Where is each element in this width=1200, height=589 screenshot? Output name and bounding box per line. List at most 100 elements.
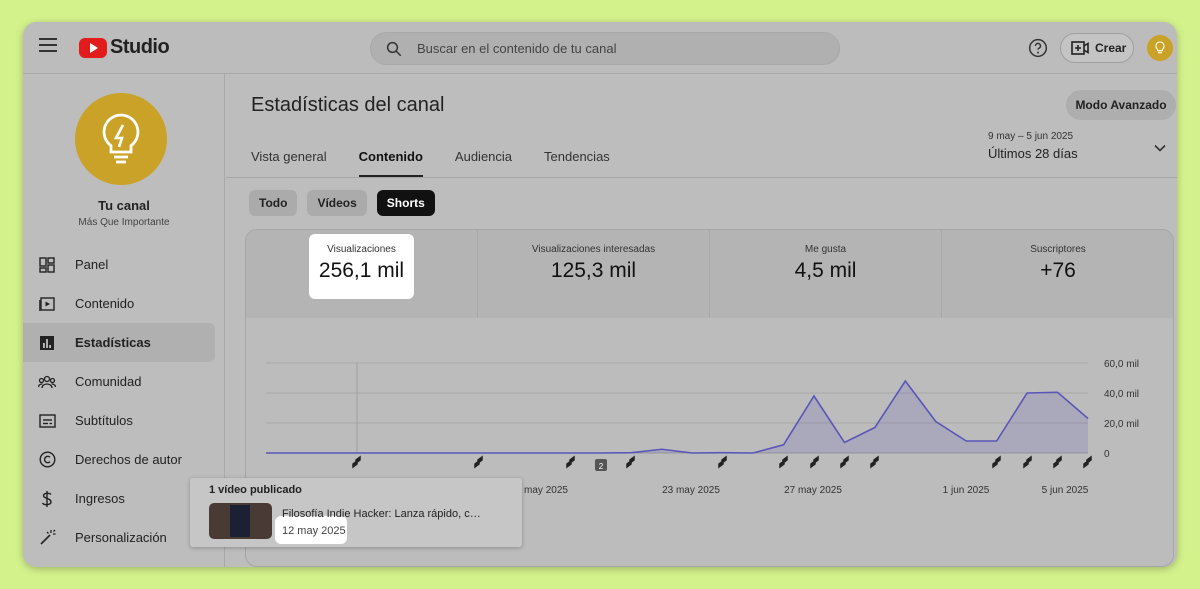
shorts-upload-icon (1053, 455, 1062, 469)
series-line (266, 379, 1089, 454)
tab-bar: Vista general Contenido Audiencia Tenden… (251, 147, 642, 177)
create-video-icon (1071, 41, 1089, 55)
y-tick-label: 0 (1104, 449, 1110, 460)
sidebar-nav: Panel Contenido Estadísticas Comunidad (23, 245, 225, 557)
search-icon[interactable] (385, 40, 403, 58)
shorts-upload-icon (474, 455, 483, 469)
views-chart[interactable]: 60,0 mil 40,0 mil 20,0 mil 0 2 may 2025 23 may… (246, 318, 1174, 567)
logo-text: Studio (110, 36, 170, 58)
tab-tendencias[interactable]: Tendencias (544, 149, 610, 164)
sidebar-item-label: Subtítulos (75, 413, 133, 428)
channel-name: Tu canal (98, 198, 150, 213)
filter-videos[interactable]: Vídeos (307, 190, 367, 216)
sidebar-item-contenido[interactable]: Contenido (23, 284, 215, 323)
upload-count-badge (595, 459, 607, 471)
y-tick-label: 60,0 mil (1104, 359, 1139, 370)
lightbulb-icon (102, 113, 140, 164)
tab-vista-general[interactable]: Vista general (251, 149, 327, 164)
area-fill (266, 381, 1088, 453)
x-tick-label: 5 jun 2025 (1042, 485, 1089, 496)
tabs-divider (226, 177, 1177, 178)
x-tick-label: 23 may 2025 (662, 485, 720, 496)
shorts-upload-icon (1023, 455, 1032, 469)
sidebar-item-derechos[interactable]: Derechos de autor (23, 440, 215, 479)
sidebar-item-label: Derechos de autor (75, 452, 182, 467)
metric-label: Visualizaciones interesadas (531, 244, 656, 255)
sidebar-item-estadisticas[interactable]: Estadísticas (23, 323, 215, 362)
upload-count-label: 2 (599, 462, 604, 471)
metric-value: 4,5 mil (794, 259, 857, 282)
sidebar-item-comunidad[interactable]: Comunidad (23, 362, 215, 401)
advanced-mode-button[interactable]: Modo Avanzado (1066, 90, 1176, 120)
studio-window: Studio Crear (23, 22, 1177, 567)
thumbnail-image (230, 505, 250, 537)
sidebar-item-personalizacion[interactable]: Personalización (23, 518, 215, 557)
analytics-icon (38, 334, 56, 352)
menu-icon[interactable] (39, 38, 57, 52)
content-icon (38, 295, 56, 313)
sidebar-item-label: Contenido (75, 296, 135, 311)
filter-todo[interactable]: Todo (249, 190, 298, 216)
date-range-selector[interactable]: 9 may – 5 jun 2025 Últimos 28 días (988, 131, 1078, 161)
chevron-down-icon[interactable] (1154, 144, 1166, 152)
sidebar-item-label: Ingresos (75, 491, 125, 506)
tab-contenido[interactable]: Contenido (358, 147, 423, 177)
sidebar-item-subtitulos[interactable]: Subtítulos (23, 401, 215, 440)
shorts-upload-icon (566, 455, 575, 469)
metric-label: Me gusta (804, 244, 847, 255)
tab-audiencia[interactable]: Audiencia (454, 149, 513, 164)
sidebar-item-label: Personalización (75, 530, 167, 545)
shorts-upload-icon (718, 455, 727, 469)
magic-wand-icon (38, 529, 56, 547)
search-bar[interactable] (370, 32, 840, 65)
dashboard-icon (38, 256, 56, 274)
shorts-upload-icon (992, 455, 1001, 469)
metric-views[interactable]: Visualizaciones 256,1 mil (246, 230, 478, 318)
studio-logo[interactable]: Studio (79, 36, 170, 59)
shorts-upload-icon (840, 455, 849, 469)
help-icon[interactable] (1028, 38, 1048, 58)
shorts-upload-icon (870, 455, 879, 469)
metric-engaged-views[interactable]: Visualizaciones interesadas 125,3 mil (478, 230, 710, 318)
subtitles-icon (38, 412, 56, 430)
community-icon (38, 373, 56, 391)
metric-tabs: Visualizaciones 256,1 mil Visualizacione… (246, 230, 1173, 318)
sidebar-item-panel[interactable]: Panel (23, 245, 215, 284)
search-input[interactable] (417, 33, 817, 64)
x-tick-label: 1 jun 2025 (943, 485, 990, 496)
shorts-upload-icon (779, 455, 788, 469)
channel-avatar[interactable] (75, 93, 167, 185)
channel-subtitle: Más Que Importante (78, 217, 170, 228)
create-button[interactable]: Crear (1060, 33, 1134, 63)
sidebar-item-label: Estadísticas (75, 335, 151, 350)
video-thumbnail[interactable] (209, 503, 272, 539)
lightbulb-icon (1155, 41, 1165, 54)
copyright-icon (38, 451, 56, 469)
shorts-upload-icon (810, 455, 819, 469)
metric-label: Suscriptores (1030, 244, 1086, 255)
sidebar-item-label: Comunidad (75, 374, 142, 389)
top-bar: Studio Crear (23, 22, 1177, 74)
date-range-label: Últimos 28 días (988, 146, 1078, 161)
metric-label: Visualizaciones (327, 244, 396, 255)
y-tick-label: 40,0 mil (1104, 389, 1139, 400)
content-filter: Todo Vídeos Shorts (249, 190, 435, 216)
metric-subscribers[interactable]: Suscriptores +76 (942, 230, 1173, 318)
sidebar-item-ingresos[interactable]: Ingresos (23, 479, 215, 518)
video-date: 12 may 2025 (282, 525, 346, 537)
account-avatar[interactable] (1147, 35, 1173, 61)
date-highlight (275, 516, 347, 544)
create-label: Crear (1095, 41, 1127, 55)
shorts-upload-icon (626, 455, 635, 469)
x-tick-label: may 2025 (524, 485, 568, 496)
youtube-logo-icon (79, 37, 107, 58)
video-title[interactable]: Filosofía Indie Hacker: Lanza rápido, co… (282, 508, 482, 520)
metric-value: +76 (1040, 259, 1076, 282)
metric-value: 125,3 mil (550, 259, 637, 282)
metric-likes[interactable]: Me gusta 4,5 mil (710, 230, 942, 318)
shorts-upload-icon (352, 455, 361, 469)
date-range-dates: 9 may – 5 jun 2025 (988, 131, 1074, 142)
x-tick-label: 27 may 2025 (784, 485, 842, 496)
filter-shorts[interactable]: Shorts (376, 190, 435, 216)
published-video-tooltip: 1 vídeo publicado Filosofía Indie Hacker… (190, 478, 522, 547)
